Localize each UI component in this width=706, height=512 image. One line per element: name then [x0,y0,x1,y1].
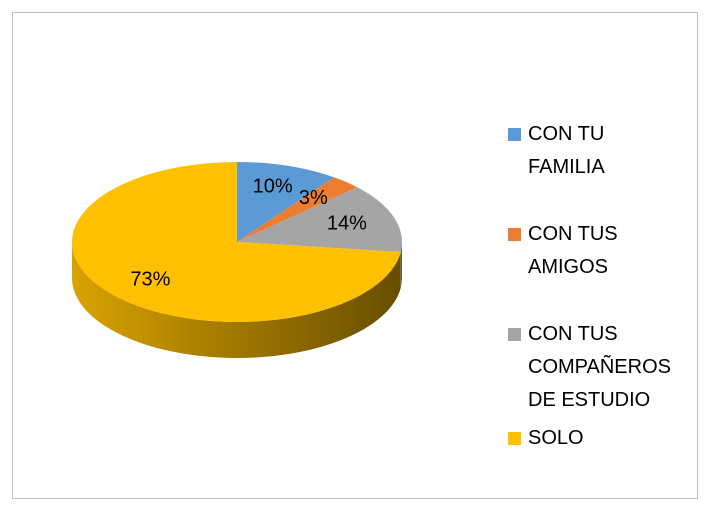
legend-label: CON TU FAMILIA [528,123,605,178]
slice [237,187,402,253]
slice-side [400,242,402,289]
slice [237,177,358,242]
data-label: 14% [327,212,367,234]
legend-entry: CON TUS COMPAÑEROS DE ESTUDIO [508,318,671,417]
legend-swatch [508,128,521,141]
legend-entry: SOLO [508,422,663,455]
legend-swatch [508,228,521,241]
legend-label: SOLO [528,427,584,449]
slice [72,162,401,322]
data-label: 3% [299,187,328,209]
legend-entry: CON TUS AMIGOS [508,218,663,284]
slice [237,162,334,242]
chart-frame [12,12,698,499]
data-label: 73% [130,268,170,290]
legend-swatch [508,328,521,341]
data-label: 10% [253,176,293,198]
legend-label: CON TUS COMPAÑEROS DE ESTUDIO [528,323,671,411]
legend-swatch [508,432,521,445]
slice-side [72,242,401,358]
legend-entry: CON TU FAMILIA [508,118,663,184]
legend-label: CON TUS AMIGOS [528,223,618,278]
